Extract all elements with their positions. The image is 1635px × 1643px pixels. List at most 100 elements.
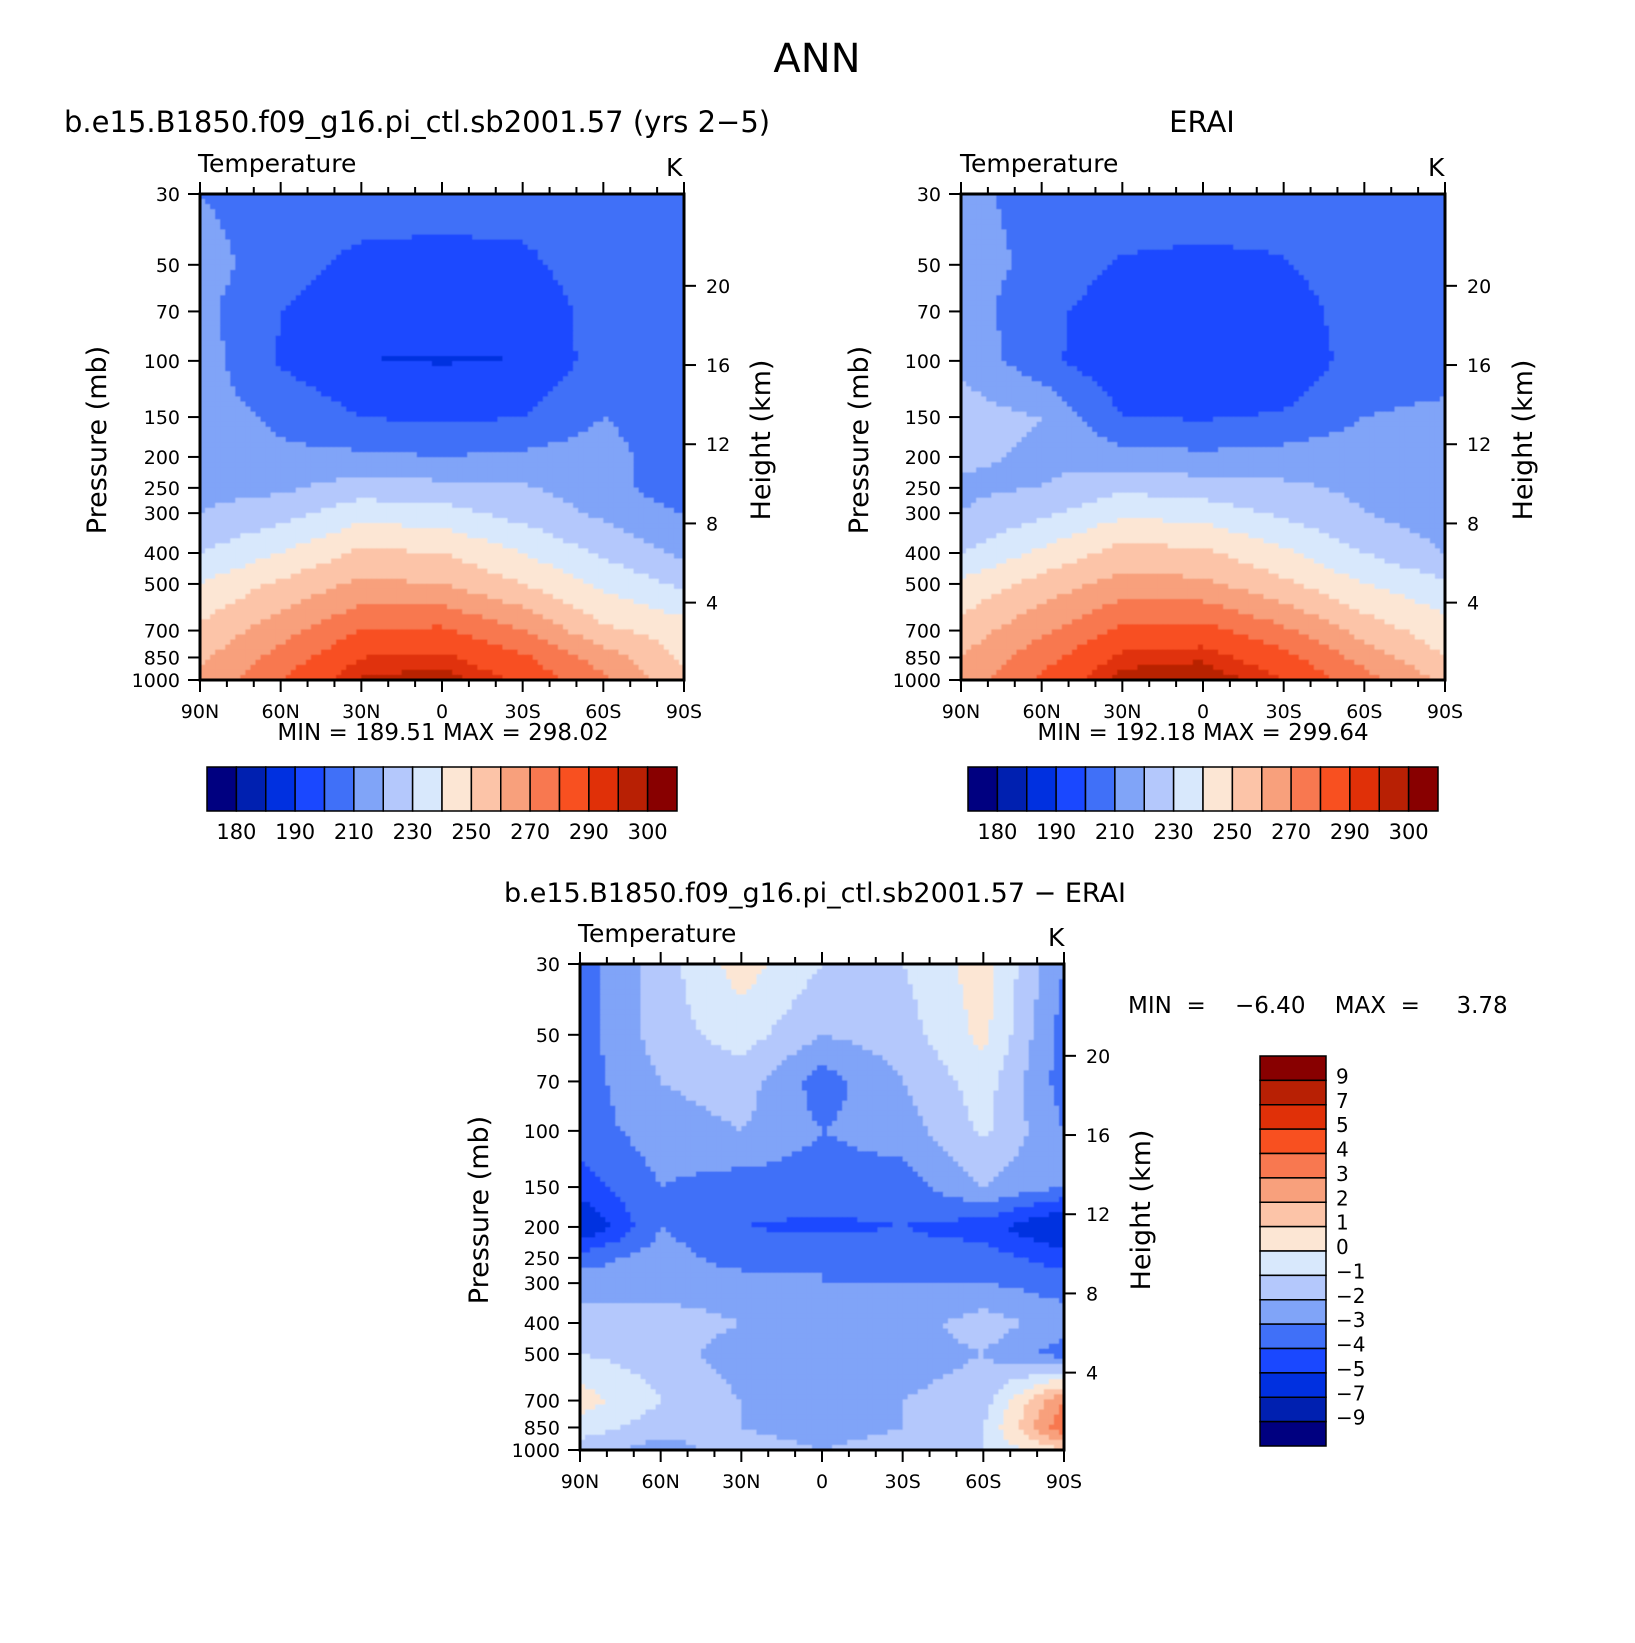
contour-cell <box>527 234 534 241</box>
contour-cell <box>280 229 287 236</box>
contour-cell <box>235 290 241 296</box>
contour-cell <box>431 285 438 291</box>
contour-cell <box>663 269 670 276</box>
contour-cell <box>401 431 408 438</box>
contour-cell <box>280 204 287 210</box>
contour-cell <box>442 345 448 352</box>
contour-cell <box>416 371 423 377</box>
contour-cell <box>638 431 645 438</box>
contour-cell <box>643 335 650 342</box>
contour-cell <box>426 310 433 317</box>
contour-cell <box>351 356 357 362</box>
contour-cell <box>668 224 675 231</box>
contour-cell <box>628 305 635 312</box>
contour-cell <box>507 219 514 225</box>
contour-cell <box>462 442 468 448</box>
contour-cell <box>462 234 468 241</box>
contour-cell <box>532 194 539 200</box>
contour-cell <box>386 340 393 347</box>
contour-cell <box>608 305 615 312</box>
contour-cell <box>356 345 362 352</box>
contour-cell <box>507 361 514 367</box>
contour-cell <box>290 350 297 357</box>
contour-cell <box>537 381 544 387</box>
contour-cell <box>608 275 615 281</box>
contour-cell <box>517 442 524 448</box>
contour-cell <box>280 426 287 433</box>
contour-cell <box>315 269 322 276</box>
contour-cell <box>527 396 534 403</box>
contour-cell <box>497 315 504 322</box>
contour-cell <box>371 376 378 382</box>
contour-cell <box>351 437 357 443</box>
contour-cell <box>346 275 352 281</box>
contour-cell <box>341 330 347 337</box>
contour-cell <box>210 452 216 458</box>
contour-cell <box>517 269 524 276</box>
contour-cell <box>331 340 337 347</box>
contour-cell <box>633 315 640 322</box>
contour-cell <box>593 431 599 438</box>
contour-cell <box>547 194 554 200</box>
contour-cell <box>497 442 504 448</box>
contour-cell <box>517 356 524 362</box>
contour-cell <box>462 345 468 352</box>
contour-cell <box>623 452 630 458</box>
contour-cell <box>406 300 413 306</box>
contour-cell <box>542 254 549 261</box>
contour-cell <box>245 411 252 418</box>
contour-cell <box>502 371 509 377</box>
contour-cell <box>290 290 297 296</box>
contour-cell <box>260 396 267 403</box>
contour-cell <box>467 442 473 448</box>
contour-cell <box>255 285 262 291</box>
contour-cell <box>497 269 504 276</box>
contour-cell <box>547 396 554 403</box>
contour-cell <box>573 345 579 352</box>
contour-cell <box>356 259 362 266</box>
contour-cell <box>472 401 478 408</box>
contour-cell <box>341 285 347 291</box>
contour-cell <box>522 381 529 387</box>
contour-cell <box>401 335 408 342</box>
contour-cell <box>305 229 312 236</box>
contour-cell <box>477 244 483 251</box>
contour-cell <box>235 381 241 387</box>
contour-cell <box>215 194 221 200</box>
contour-cell <box>492 411 499 418</box>
contour-cell <box>517 214 524 220</box>
contour-cell <box>522 194 529 200</box>
contour-cell <box>331 315 337 322</box>
contour-cell <box>391 391 398 398</box>
contour-cell <box>290 300 297 306</box>
contour-cell <box>588 371 594 377</box>
contour-cell <box>638 396 645 403</box>
contour-cell <box>643 366 650 372</box>
contour-cell <box>588 421 594 428</box>
contour-cell <box>300 340 307 347</box>
contour-cell <box>578 300 584 306</box>
contour-cell <box>406 229 413 236</box>
contour-cell <box>522 325 529 332</box>
contour-cell <box>376 406 383 413</box>
contour-cell <box>507 350 514 357</box>
contour-cell <box>658 325 665 332</box>
contour-cell <box>210 391 216 398</box>
contour-cell <box>265 209 272 215</box>
contour-cell <box>588 452 594 458</box>
contour-cell <box>537 345 544 352</box>
contour-cell <box>542 396 549 403</box>
contour-cell <box>643 361 650 367</box>
contour-cell <box>351 421 357 428</box>
contour-cell <box>482 396 488 403</box>
contour-cell <box>653 300 660 306</box>
contour-cell <box>336 254 342 261</box>
contour-cell <box>457 320 463 327</box>
contour-cell <box>406 371 413 377</box>
contour-cell <box>361 280 367 286</box>
contour-cell <box>436 224 443 231</box>
contour-cell <box>638 437 645 443</box>
contour-cell <box>295 229 302 236</box>
contour-cell <box>583 406 589 413</box>
contour-cell <box>366 285 373 291</box>
